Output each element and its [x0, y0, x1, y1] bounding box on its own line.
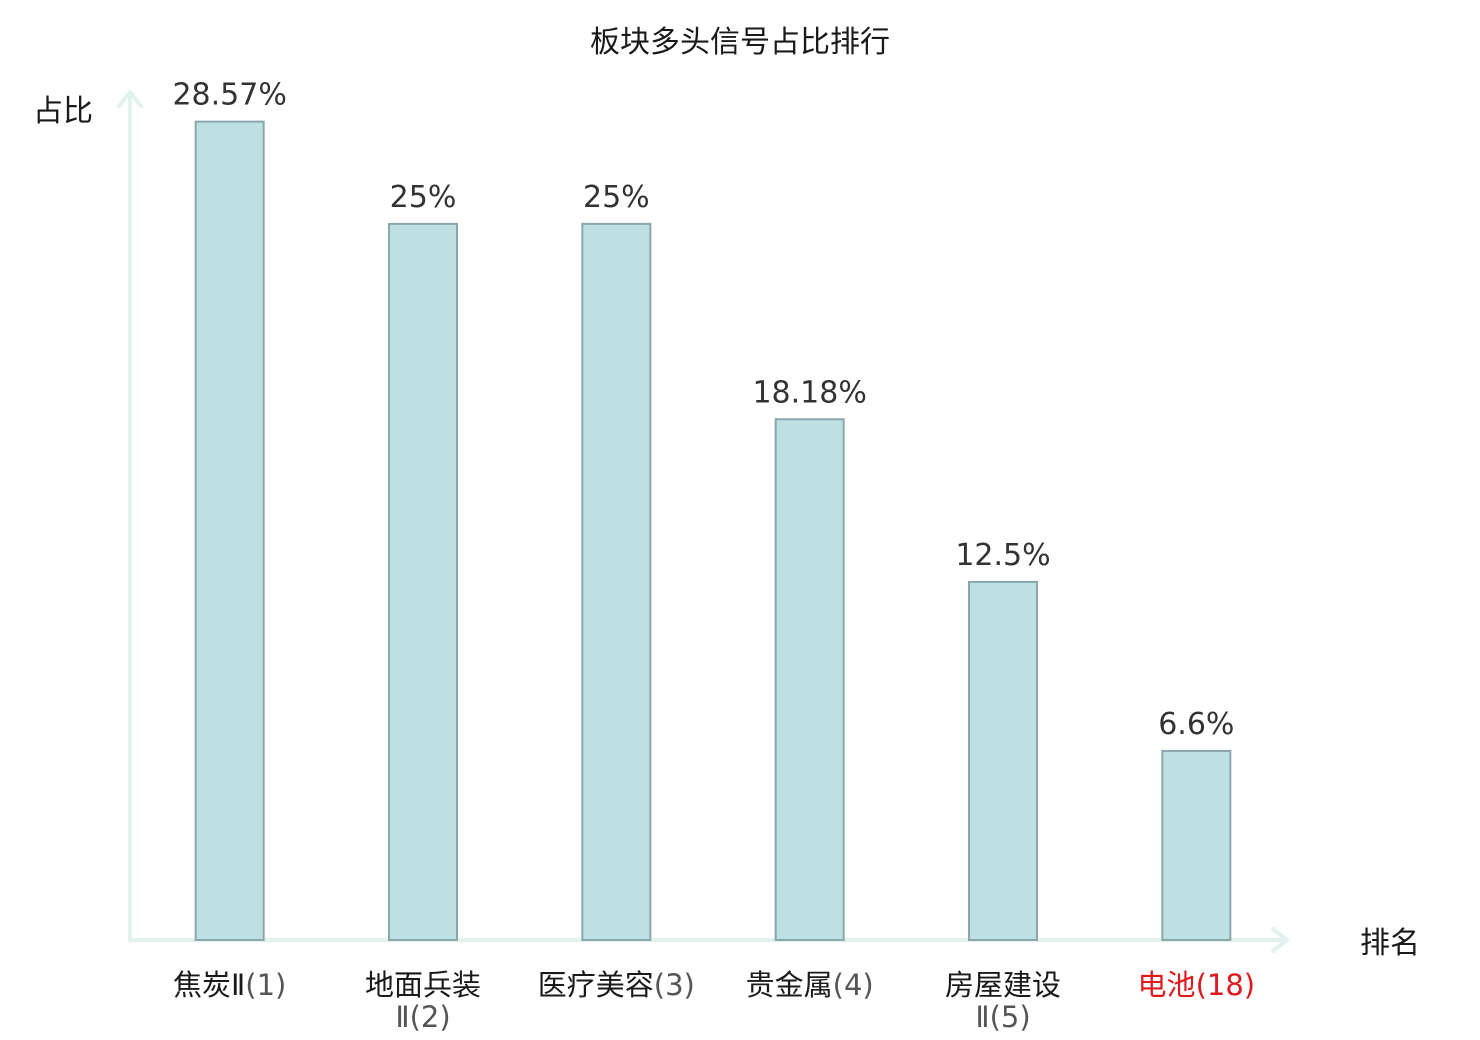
x-tick-label-line: Ⅱ(2)	[395, 1000, 450, 1034]
x-tick-label-1: 焦炭Ⅱ(1)	[173, 968, 286, 1002]
x-axis-arrowhead	[1271, 927, 1289, 953]
bar-6	[1161, 749, 1232, 941]
data-labels: 28.57% 25% 25% 18.18% 12.5% 6.6%	[172, 78, 1234, 742]
category-name: 医疗美容	[538, 968, 654, 1002]
chart-title: 板块多头信号占比排行	[590, 25, 890, 60]
x-tick-label-4: 贵金属(4)	[746, 968, 874, 1002]
x-tick-label-line: 医疗美容(3)	[538, 968, 695, 1002]
x-tick-label-line: 贵金属(4)	[746, 968, 874, 1002]
y-axis-arrowhead	[117, 90, 143, 108]
data-label-3: 25%	[583, 180, 650, 215]
x-tick-label-3: 医疗美容(3)	[538, 968, 695, 1002]
x-tick-label-2: 地面兵装 Ⅱ(2)	[365, 968, 481, 1034]
x-axis: 排名	[128, 926, 1420, 961]
data-label-4: 18.18%	[752, 375, 866, 410]
x-tick-label-line: Ⅱ(5)	[975, 1000, 1030, 1034]
x-axis-label: 排名	[1360, 926, 1420, 961]
category-name: 焦炭Ⅱ	[173, 968, 245, 1002]
x-tick-label-6: 电池(18)	[1138, 968, 1256, 1002]
category-name: 电池	[1138, 968, 1196, 1002]
data-label-6: 6.6%	[1158, 707, 1234, 742]
y-axis: 占比	[33, 90, 143, 942]
x-tick-label-line: 地面兵装	[365, 968, 481, 1002]
bar-3	[581, 222, 652, 941]
x-tick-labels: 焦炭Ⅱ(1) 地面兵装 Ⅱ(2) 医疗美容(3) 贵金属(4) 房屋建设 Ⅱ(5) 电池(18…	[173, 968, 1255, 1034]
bar-series	[194, 120, 1232, 942]
bar-1	[194, 120, 265, 942]
category-rank: (3)	[654, 968, 695, 1002]
category-name: 地面兵装	[365, 968, 481, 1002]
data-label-2: 25%	[390, 180, 457, 215]
category-rank: (18)	[1196, 968, 1256, 1002]
y-axis-label: 占比	[33, 94, 93, 129]
x-tick-label-line: 房屋建设	[945, 968, 1061, 1002]
category-rank: (4)	[833, 968, 874, 1002]
data-label-1: 28.57%	[172, 78, 286, 113]
x-tick-label-line: 焦炭Ⅱ(1)	[173, 968, 286, 1002]
category-name: 贵金属	[746, 968, 833, 1002]
category-rank: Ⅱ(2)	[395, 1000, 450, 1034]
x-tick-label-5: 房屋建设 Ⅱ(5)	[945, 968, 1061, 1034]
data-label-5: 12.5%	[955, 538, 1050, 573]
category-rank: Ⅱ(5)	[975, 1000, 1030, 1034]
bar-2	[388, 222, 458, 941]
bar-5	[968, 580, 1038, 941]
category-name: 房屋建设	[945, 968, 1061, 1002]
category-rank: (1)	[245, 968, 286, 1002]
bar-4	[774, 418, 845, 941]
x-tick-label-line: 电池(18)	[1138, 968, 1256, 1002]
